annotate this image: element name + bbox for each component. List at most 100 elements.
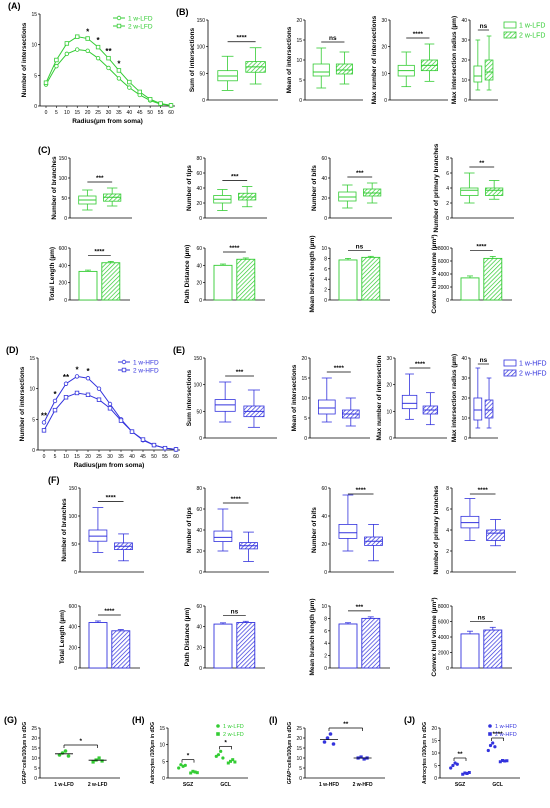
data-point <box>106 55 111 61</box>
y-tick-label: 20 <box>196 281 202 287</box>
y-tick-label: 8 <box>446 156 449 162</box>
data-point <box>60 751 65 755</box>
significance-star: * <box>117 59 121 68</box>
y-axis-label: Astrocytes /100µm in dDG <box>150 722 156 784</box>
y-tick-label: 25 <box>296 726 302 732</box>
data-point <box>96 397 102 402</box>
y-tick-label: 40 <box>461 18 467 24</box>
y-tick-label: 40 <box>321 176 327 182</box>
y-tick-label: 150 <box>197 18 206 24</box>
y-axis-label: GFAP⁺cells/100µm in dDG <box>287 722 293 784</box>
data-point <box>168 103 174 108</box>
legend-label: 2 w-LFD <box>223 732 244 738</box>
y-tick-label: 5 <box>304 416 307 422</box>
y-tick-label: 6000 <box>438 259 449 265</box>
data-point <box>66 754 71 758</box>
y-tick-label: 100 <box>59 176 68 182</box>
y-tick-label: 5 <box>162 759 165 765</box>
significance-label: *** <box>356 170 364 177</box>
x-tick-label: 60 <box>173 454 179 460</box>
y-tick-label: 20 <box>321 196 327 202</box>
panel-letter: (C) <box>38 145 51 155</box>
significance-label: ns <box>329 35 337 42</box>
box-1 <box>213 530 233 542</box>
y-tick-label: 15 <box>29 356 35 362</box>
y-axis-label: Number of primary branches <box>433 143 440 232</box>
data-point <box>488 743 493 748</box>
data-point <box>322 740 327 744</box>
y-tick-label: 6000 <box>438 620 449 626</box>
y-tick-label: 20 <box>461 58 467 64</box>
box-2 <box>335 63 353 75</box>
y-tick-label: 60 <box>321 156 327 162</box>
data-point <box>97 756 101 760</box>
significance-star: * <box>53 390 57 399</box>
x-tick-label: 50 <box>151 454 157 460</box>
legend-label: 2 w-HFD <box>495 732 517 738</box>
box-2 <box>486 529 505 541</box>
y-tick-label: 15 <box>301 376 307 382</box>
data-point <box>501 759 504 762</box>
y-axis-label: Path Distance (µm) <box>184 245 191 304</box>
y-tick-label: 5 <box>34 766 37 772</box>
data-point <box>106 65 111 71</box>
significance-label: ns <box>231 608 239 615</box>
data-point <box>116 68 122 73</box>
y-tick-label: 40 <box>196 186 202 192</box>
y-tick-label: 4 <box>324 277 327 283</box>
y-tick-label: 20 <box>386 383 392 389</box>
data-point <box>107 406 113 411</box>
data-point <box>151 442 157 448</box>
x-tick-label: 55 <box>162 454 168 460</box>
significance-star: ** <box>41 411 48 420</box>
y-tick-label: 30 <box>381 18 387 24</box>
x-tick-label: 15 <box>74 454 80 460</box>
y-tick-label: 15 <box>159 726 165 732</box>
x-category-label: GCL <box>220 782 231 788</box>
data-point <box>177 766 181 770</box>
data-point <box>328 732 333 736</box>
data-point <box>85 376 91 381</box>
significance-label: ns <box>478 614 486 621</box>
data-point <box>162 445 168 451</box>
y-tick-label: 10 <box>29 387 35 393</box>
data-point <box>325 736 330 740</box>
y-tick-label: 100 <box>69 514 78 520</box>
y-axis-label: Total Length (µm) <box>49 247 56 301</box>
data-point <box>95 55 101 61</box>
significance-label: ** <box>343 721 349 728</box>
y-axis-label: Number of intersections <box>21 22 28 97</box>
data-point <box>52 407 58 413</box>
data-point <box>95 44 101 50</box>
y-tick-label: 4 <box>324 641 327 647</box>
panel-letter: (F) <box>48 475 60 485</box>
bar-2 <box>236 258 256 301</box>
y-axis-label: Number of branches <box>61 498 68 562</box>
y-axis-label: Max number of intersections <box>371 15 378 104</box>
data-point <box>359 755 363 759</box>
bar-1 <box>213 623 233 669</box>
box-1 <box>88 529 108 542</box>
y-tick-label: 6 <box>446 507 449 513</box>
significance-label: **** <box>94 248 105 255</box>
data-point <box>107 401 113 407</box>
y-axis-label: Number of bifs <box>311 507 318 553</box>
y-tick-label: 15 <box>31 12 37 18</box>
y-tick-label: 0 <box>202 98 205 104</box>
box-1 <box>214 399 236 412</box>
y-tick-label: 600 <box>59 246 68 252</box>
box-2 <box>484 399 494 419</box>
x-category-label: GCL <box>492 782 503 788</box>
series-line-1 <box>43 375 177 450</box>
y-axis-label: Number of intersections <box>19 366 26 441</box>
y-tick-label: 0 <box>162 776 165 782</box>
significance-label: **** <box>334 365 345 372</box>
data-point <box>52 398 58 404</box>
data-point <box>116 76 122 81</box>
x-tick-label: 5 <box>55 110 58 116</box>
data-point <box>229 759 232 763</box>
y-tick-label: 10 <box>461 78 467 84</box>
bar-2 <box>236 622 256 669</box>
y-axis-label: Number of branches <box>51 156 58 220</box>
significance-label: **** <box>413 31 424 38</box>
